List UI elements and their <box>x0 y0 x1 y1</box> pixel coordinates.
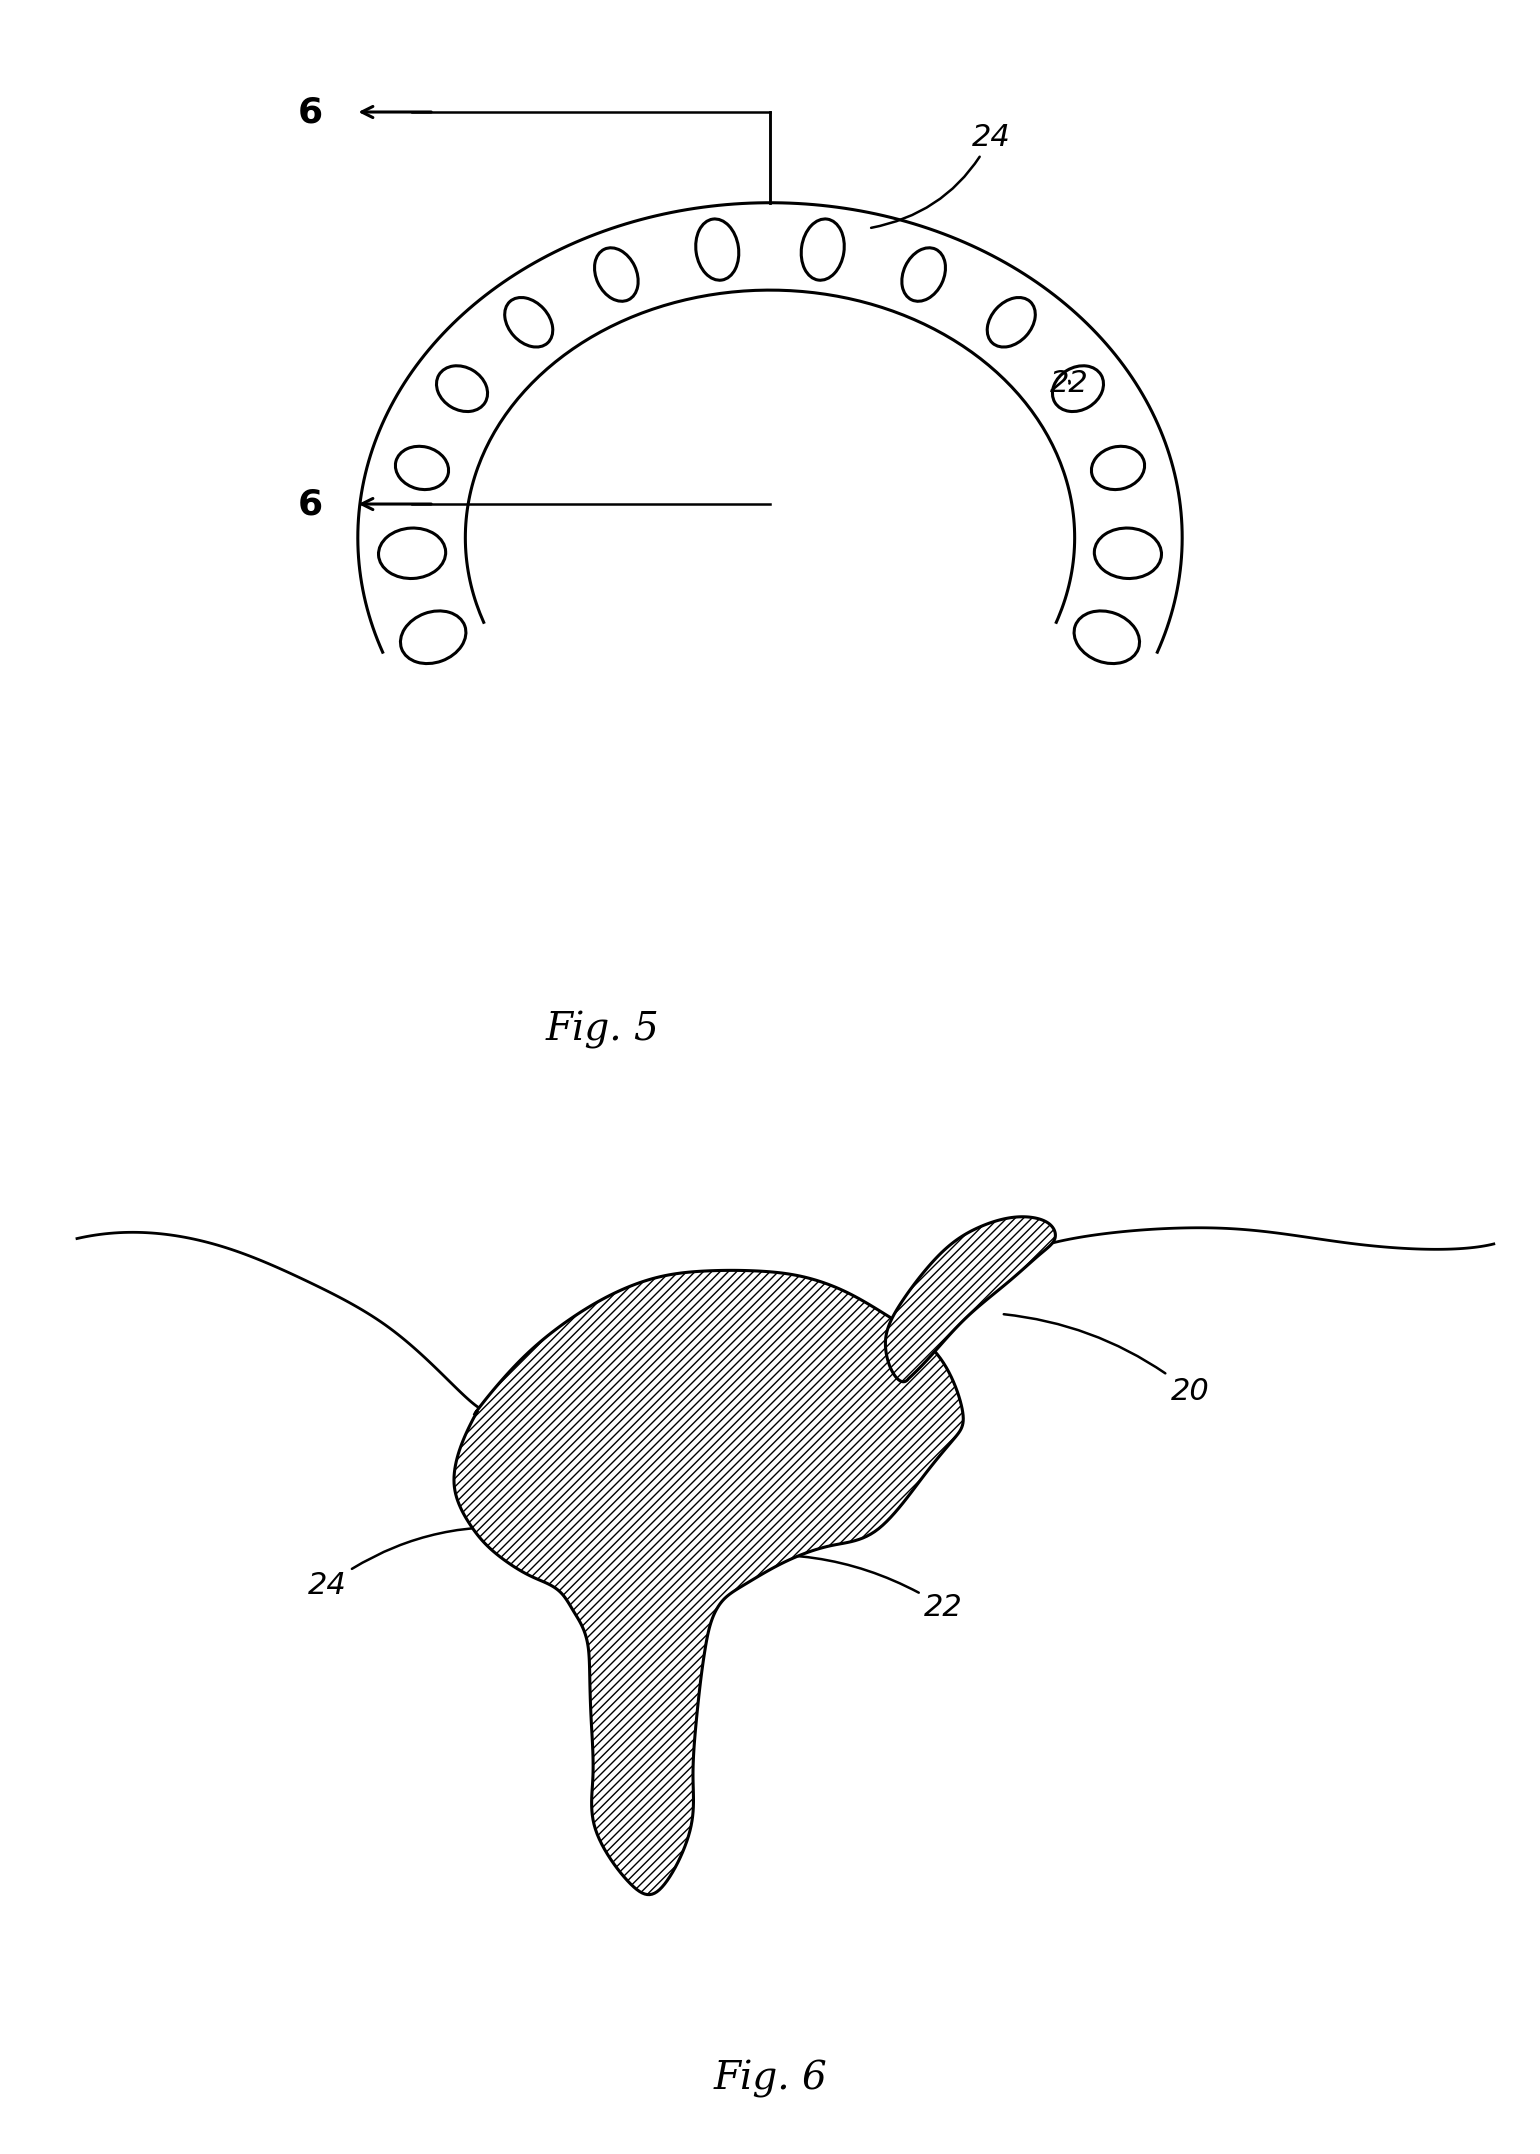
Text: Fig. 5: Fig. 5 <box>545 1012 659 1049</box>
Polygon shape <box>885 1217 1055 1381</box>
Text: 20: 20 <box>1004 1314 1209 1407</box>
Text: 22: 22 <box>1050 368 1089 398</box>
Ellipse shape <box>396 446 448 489</box>
Text: 22: 22 <box>704 1555 962 1622</box>
Text: 6: 6 <box>299 487 323 521</box>
Ellipse shape <box>801 220 844 280</box>
Ellipse shape <box>696 220 739 280</box>
Ellipse shape <box>379 528 445 579</box>
Ellipse shape <box>594 248 638 302</box>
Ellipse shape <box>1092 446 1144 489</box>
Ellipse shape <box>1095 528 1161 579</box>
Ellipse shape <box>902 248 946 302</box>
Text: Fig. 6: Fig. 6 <box>713 2059 827 2098</box>
Ellipse shape <box>400 612 467 663</box>
Ellipse shape <box>1052 366 1104 411</box>
Ellipse shape <box>987 297 1035 347</box>
Ellipse shape <box>1073 612 1140 663</box>
Text: 24: 24 <box>308 1527 536 1600</box>
Text: 24: 24 <box>872 123 1010 228</box>
Polygon shape <box>454 1271 964 1896</box>
Ellipse shape <box>436 366 488 411</box>
Ellipse shape <box>505 297 553 347</box>
Text: 6: 6 <box>299 95 323 129</box>
